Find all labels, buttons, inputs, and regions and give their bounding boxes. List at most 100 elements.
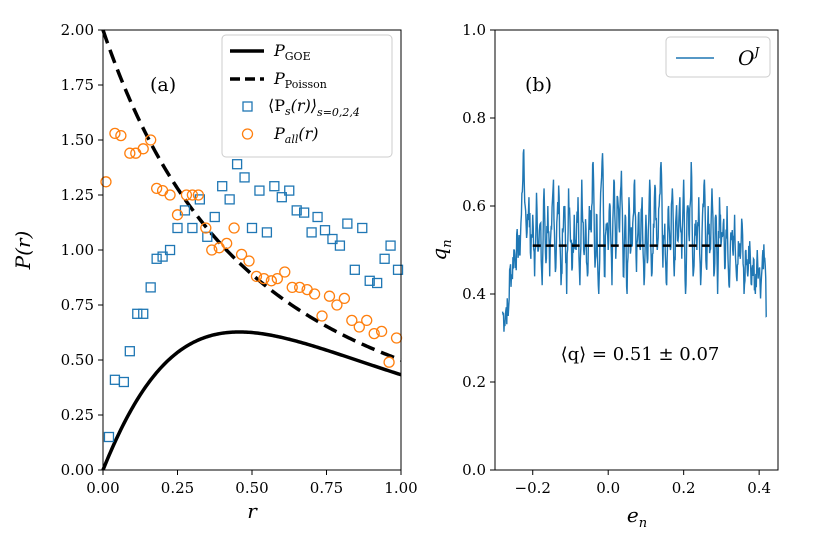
pall-circle-point [286,281,298,294]
ps-square-point [145,282,156,293]
pall-circle-point [200,222,212,234]
pall-circle-point [279,266,291,278]
pall-circle-point [100,176,112,188]
panel-a-y-tick-label: 1.50 [61,131,94,149]
goe-curve [101,330,402,471]
ps-square-point [261,227,273,238]
panel-b-label: (b) [525,74,552,96]
ps-square-point [157,251,168,262]
pall-circle-point [156,184,169,197]
ps-square-point [306,227,317,238]
panel-b-x-axis-label: en [627,503,647,531]
panel-a-label: (a) [150,74,176,96]
ps-square-point [334,240,346,251]
ps-square-point [379,253,390,264]
panel-a-ticks: 0.00 0.25 0.50 0.75 1.00 0.00 0.25 0.50 0.75 1.00… [61,21,418,497]
ps-square-point [276,192,287,203]
pall-circle-point [308,288,321,300]
panel-b: −0.2 0.0 0.2 0.4 0.0 0.2 0.4 0.6 0.8 1.0 (b) OJ ⟨… [427,21,779,531]
pall-circle-point [265,275,278,287]
panel-b-y-axis-label: qn [427,239,455,260]
ps-square-point [342,218,353,229]
panel-a-x-tick-label: 0.00 [86,479,119,497]
panel-a-y-tick-label: 0.50 [61,351,94,369]
panel-a-legend: PGOE PPoisson ⟨Ps(r)⟩s=0,2,4 Pall(r) [221,34,393,158]
pall-circle-point [186,189,199,201]
pall-circle-point [137,143,149,155]
ps-square-point [349,264,360,275]
ps-square-point [109,374,121,385]
ps-square-point [187,222,198,234]
ps-square-point [327,233,338,245]
legend-poisson-label: PPoisson [273,69,327,91]
ps-square-point [224,194,235,205]
panel-b-frame [494,29,779,471]
panel-b-x-tick-label: 0.4 [747,479,771,497]
ps-square-point [357,222,368,234]
ps-square-point [385,240,396,251]
ps-squares-series [103,159,404,443]
panel-b-y-tick-label: 1.0 [462,21,486,39]
ps-square-point [239,172,250,183]
ps-square-point [254,185,265,196]
panel-a-y-tick-label: 1.75 [61,76,94,94]
ps-square-point [291,205,302,216]
legend-pall-swatch [241,128,254,140]
ps-square-point [103,431,115,443]
pall-circle-point [243,255,255,267]
panel-b-y-tick-label: 0.4 [462,285,486,303]
pall-circle-point [361,314,373,327]
panel-a-x-tick-label: 0.75 [310,479,343,497]
pall-circle-point [235,248,248,261]
ps-square-point [164,244,176,256]
ps-square-point [392,264,404,275]
pall-circle-point [331,299,343,311]
mean-q-annotation: ⟨q⟩ = 0.51 ± 0.07 [561,344,720,365]
ps-square-point [284,185,295,196]
ps-square-point [298,207,310,218]
pall-circle-point [368,327,380,340]
ps-square-point [172,222,183,234]
panel-b-legend: OJ [665,36,771,78]
panel-a: 0.00 0.25 0.50 0.75 1.00 0.00 0.25 0.50 0.75 1.00… [11,21,418,523]
pall-circle-point [171,209,184,221]
pall-circle-point [353,321,365,333]
panel-a-x-tick-label: 0.50 [235,479,268,497]
panel-a-y-tick-label: 0.75 [61,296,94,314]
ps-square-point [372,277,383,289]
panel-a-frame [102,29,402,471]
pall-circle-point [375,325,388,338]
pall-circle-point [316,310,328,322]
pall-circle-point [323,290,336,302]
pall-circle-point [145,134,157,146]
pall-circle-point [228,222,240,234]
pall-circle-point [383,356,395,368]
pall-circle-point [115,129,127,142]
pall-circle-point [221,237,233,250]
ps-square-point [138,308,149,319]
panel-b-ticks: −0.2 0.0 0.2 0.4 0.0 0.2 0.4 0.6 0.8 1.0 [462,21,771,497]
panel-a-x-axis-label: r [247,499,258,523]
pall-circle-point [192,189,205,201]
panel-a-y-tick-label: 0.00 [61,461,94,479]
ps-square-point [364,275,375,286]
ps-square-point [151,253,162,264]
panel-a-x-tick-label: 1.00 [384,479,417,497]
pall-circle-point [271,272,283,285]
pall-circle-point [390,332,403,344]
panel-b-x-tick-label: 0.2 [672,479,696,497]
pall-circle-point [109,127,121,140]
panel-a-legend-box [221,34,393,158]
panel-a-y-tick-label: 1.25 [61,186,94,204]
panel-b-x-tick-label: −0.2 [515,479,551,497]
ps-square-point [312,211,323,223]
ps-square-point [118,376,130,388]
pall-circle-point [180,189,193,201]
pall-circle-point [294,281,306,294]
legend-goe-label: PGOE [273,41,311,63]
panel-b-y-tick-label: 0.8 [462,109,486,127]
legend-ps-swatch [242,101,253,112]
panel-b-y-tick-label: 0.0 [462,461,486,479]
panel-a-y-axis-label: P(r) [11,231,35,271]
